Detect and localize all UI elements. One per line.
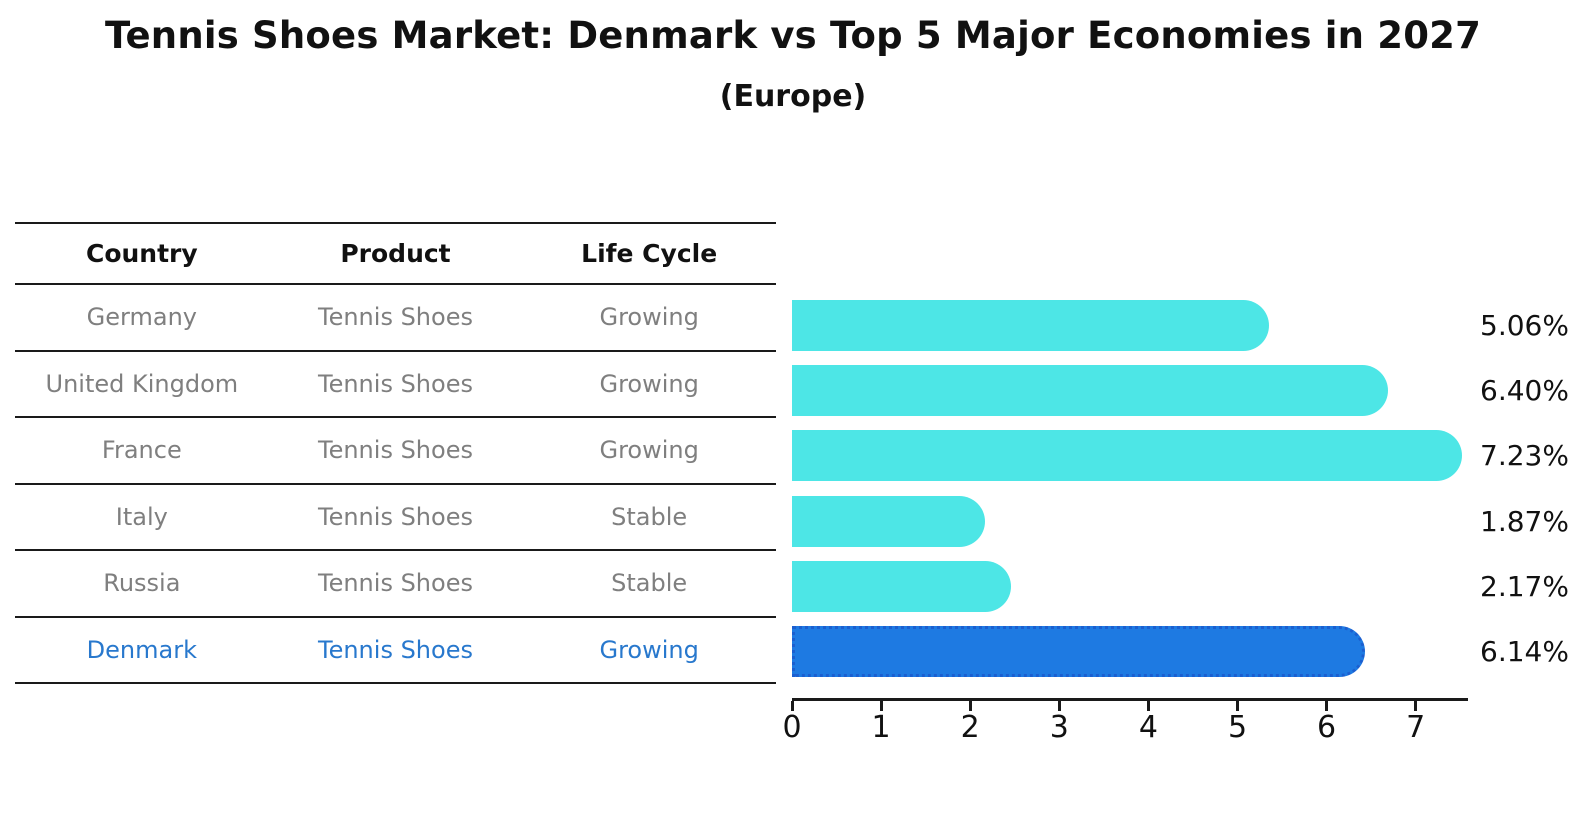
product-cell: Tennis Shoes xyxy=(318,569,473,598)
x-tick-label: 7 xyxy=(1406,710,1426,745)
bar-russia xyxy=(792,560,1012,612)
lifecycle-cell: Stable xyxy=(611,569,688,598)
chart-title: Tennis Shoes Market: Denmark vs Top 5 Ma… xyxy=(104,14,1482,57)
x-tick-label: 1 xyxy=(871,710,891,745)
bar-france xyxy=(792,430,1463,482)
x-tick-mark xyxy=(1414,701,1418,711)
value-label-denmark: 6.14% xyxy=(1480,635,1569,668)
x-tick-label: 0 xyxy=(782,710,802,745)
x-tick-label: 4 xyxy=(1138,710,1158,745)
table-header-row: Country Product Life Cycle xyxy=(15,222,776,285)
column-header-product: Product xyxy=(340,239,451,268)
x-axis-line xyxy=(792,698,1468,701)
country-cell: Italy xyxy=(115,502,168,531)
x-tick-mark xyxy=(1146,701,1150,711)
table-row-germany: Germany Tennis Shoes Growing xyxy=(15,285,776,352)
lifecycle-cell: Growing xyxy=(599,303,699,332)
value-label-italy: 1.87% xyxy=(1480,504,1569,538)
bar-italy xyxy=(792,495,985,547)
lifecycle-cell: Growing xyxy=(599,436,699,465)
x-tick-mark xyxy=(1057,701,1061,711)
column-header-lifecycle: Life Cycle xyxy=(581,239,718,268)
country-cell: France xyxy=(101,436,182,465)
x-tick-label: 3 xyxy=(1049,710,1069,745)
x-tick-mark xyxy=(968,701,972,711)
lifecycle-cell: Growing xyxy=(599,635,699,664)
x-tick-mark xyxy=(790,701,794,711)
product-cell: Tennis Shoes xyxy=(318,303,473,332)
bar-germany xyxy=(792,300,1269,351)
table-row-italy: Italy Tennis Shoes Stable xyxy=(15,485,776,551)
country-cell: Denmark xyxy=(86,635,197,664)
x-tick-mark xyxy=(1236,701,1239,711)
x-tick-mark xyxy=(879,701,883,711)
product-cell: Tennis Shoes xyxy=(318,502,473,531)
x-tick-mark xyxy=(1325,701,1329,711)
chart-subtitle: (Europe) xyxy=(719,79,867,114)
value-label-russia: 2.17% xyxy=(1480,569,1569,603)
bar-denmark-highlighted xyxy=(792,626,1366,677)
x-tick-label: 2 xyxy=(960,710,980,745)
value-label-france: 7.23% xyxy=(1480,439,1569,473)
table-row-united-kingdom: United Kingdom Tennis Shoes Growing xyxy=(15,352,776,418)
lifecycle-cell: Stable xyxy=(611,502,688,531)
product-cell: Tennis Shoes xyxy=(318,436,473,465)
country-cell: United Kingdom xyxy=(45,369,239,398)
value-label-united-kingdom: 6.40% xyxy=(1480,374,1569,408)
product-cell: Tennis Shoes xyxy=(318,635,473,664)
value-label-germany: 5.06% xyxy=(1480,309,1569,342)
table-row-france: France Tennis Shoes Growing xyxy=(15,418,776,485)
column-header-country: Country xyxy=(85,239,198,268)
table-row-denmark: Denmark Tennis Shoes Growing xyxy=(15,618,776,684)
data-table: Country Product Life Cycle Germany Tenni… xyxy=(15,222,776,684)
x-tick-label: 6 xyxy=(1317,710,1337,745)
country-cell: Germany xyxy=(86,303,197,332)
bar-united-kingdom xyxy=(792,365,1389,417)
country-cell: Russia xyxy=(103,569,181,598)
x-tick-label: 5 xyxy=(1227,710,1248,745)
product-cell: Tennis Shoes xyxy=(318,369,473,398)
lifecycle-cell: Growing xyxy=(599,369,699,398)
table-row-russia: Russia Tennis Shoes Stable xyxy=(15,551,776,618)
